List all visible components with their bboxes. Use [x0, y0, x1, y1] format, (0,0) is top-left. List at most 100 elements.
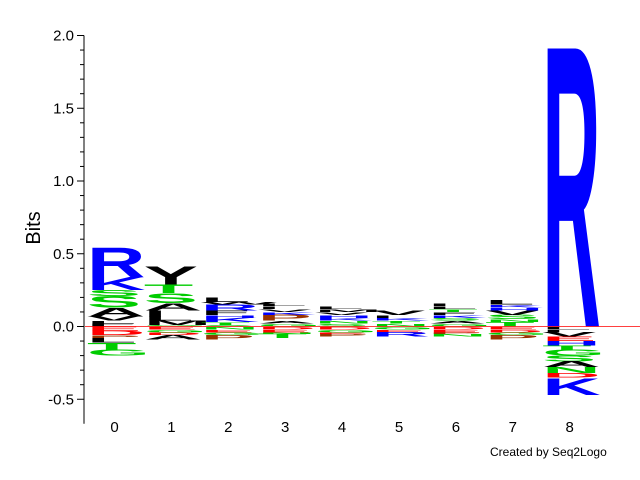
logo-letter-k: K	[258, 311, 316, 316]
logo-letter-i: I	[372, 314, 394, 319]
logo-letter-t: T	[258, 333, 307, 340]
logo-letter-g: G	[201, 332, 264, 337]
logo-letter-w: W	[201, 301, 277, 306]
logo-letter-a: A	[87, 306, 145, 319]
logo-letter-v: V	[372, 309, 426, 316]
logo-letter-p: P	[485, 334, 539, 341]
logo-letter-g: G	[485, 332, 548, 337]
logo-letter-h: H	[315, 314, 373, 319]
logo-letter-l: L	[201, 296, 250, 303]
x-tick-label: 3	[281, 419, 289, 436]
logo-letter-s: S	[87, 289, 141, 298]
y-tick-label: 1.5	[53, 100, 74, 117]
logo-letter-g: G	[144, 329, 207, 334]
logo-letter-g: G	[372, 326, 435, 331]
logo-letter-k: K	[372, 317, 430, 322]
logo-letter-n: N	[258, 332, 316, 334]
logo-letter-f: F	[428, 311, 477, 316]
logo-letter-v: V	[315, 311, 369, 316]
x-tick-label: 0	[110, 419, 118, 436]
logo-letter-g: G	[87, 348, 150, 357]
logo-letter-f: F	[87, 323, 136, 325]
logo-letter-s: S	[542, 354, 596, 363]
logo-letter-d: D	[485, 329, 543, 334]
logo-letter-a: A	[144, 334, 202, 341]
logo-letter-h: H	[485, 307, 543, 312]
logo-letter-t: T	[485, 321, 534, 328]
logo-letter-l: L	[258, 303, 307, 308]
logo-letter-v: V	[87, 315, 141, 322]
y-axis-title: Bits	[23, 211, 45, 244]
logo-letter-n: N	[428, 333, 486, 338]
logo-letter-a: A	[542, 360, 600, 369]
logo-letter-p: P	[428, 332, 482, 334]
logo-letter-e: E	[372, 329, 426, 334]
logo-letters: IFLVASSKREDPLTGGMLIASTYEGDASTKHFRWLNEGPG…	[87, 0, 605, 412]
logo-letter-g: G	[428, 323, 491, 328]
logo-letter-s: S	[428, 317, 482, 322]
logo-letter-n: N	[485, 319, 543, 324]
logo-letter-t: T	[144, 282, 193, 295]
logo-letter-a: A	[258, 320, 316, 325]
logo-letter-e: E	[542, 336, 596, 343]
logo-letter-e: E	[87, 325, 141, 332]
logo-letter-g: G	[144, 325, 207, 327]
logo-letter-r: R	[372, 331, 430, 338]
credit-text: Created by Seq2Logo	[490, 445, 607, 459]
logo-letter-r: R	[542, 0, 600, 412]
logo-letter-p: P	[87, 335, 141, 340]
logo-letter-k: K	[428, 314, 486, 319]
x-tick-label: 2	[224, 419, 232, 436]
logo-letter-e: E	[201, 329, 255, 334]
logo-letter-a: A	[144, 302, 202, 313]
logo-letter-l: L	[542, 326, 591, 331]
logo-letter-d: D	[87, 330, 145, 337]
logo-letter-t: T	[372, 320, 421, 325]
logo-letter-p: P	[258, 314, 312, 323]
logo-letter-i: I	[144, 309, 166, 318]
x-tick-label: 5	[395, 419, 403, 436]
y-axis: 2.0 1.5 1.0 0.5 0.0 -0.5	[48, 28, 85, 424]
logo-letter-a: A	[428, 320, 486, 325]
logo-letter-i: I	[428, 303, 450, 308]
logo-letter-h: H	[542, 340, 600, 347]
logo-letter-l: L	[87, 337, 136, 344]
logo-letter-k: K	[485, 304, 543, 309]
logo-letter-s: S	[201, 325, 255, 327]
logo-letter-v: V	[258, 308, 312, 313]
logo-letter-f: F	[201, 309, 250, 316]
logo-letter-y: Y	[144, 261, 198, 290]
logo-letter-p: P	[201, 334, 255, 341]
logo-letter-n: N	[542, 366, 600, 375]
logo-letter-n: N	[201, 326, 259, 331]
logo-letter-e: E	[315, 332, 369, 334]
logo-letter-l: L	[144, 315, 193, 322]
logo-letter-n: N	[315, 320, 373, 325]
x-tick-label: 7	[509, 419, 517, 436]
logo-letter-m: M	[144, 320, 211, 327]
logo-letter-t: T	[87, 341, 136, 352]
logo-letter-i: I	[258, 305, 280, 310]
logo-letter-e: E	[428, 329, 482, 334]
logo-letter-g: G	[315, 329, 378, 334]
logo-letter-d: D	[258, 326, 316, 331]
logo-letter-h: H	[201, 314, 259, 319]
logo-letter-e: E	[258, 329, 312, 334]
logo-letter-t: T	[542, 344, 591, 351]
logo-letter-d: D	[144, 332, 202, 337]
x-tick-label: 8	[566, 419, 574, 436]
logo-letter-r: R	[87, 239, 145, 286]
logo-letter-i: I	[87, 325, 109, 327]
logo-letter-l: L	[428, 305, 477, 310]
logo-letter-r: R	[201, 303, 259, 312]
logo-letter-l: L	[315, 305, 364, 310]
x-axis-labels: 0 1 2 3 4 5 6 7 8	[110, 419, 574, 436]
logo-letter-v: V	[485, 309, 539, 316]
x-tick-label: 6	[452, 419, 460, 436]
logo-letter-s: S	[485, 314, 539, 321]
y-tick-label: 0.0	[53, 319, 74, 336]
y-tick-label: -0.5	[48, 391, 74, 408]
y-tick-label: 2.0	[53, 28, 74, 45]
logo-letter-s: S	[315, 323, 369, 328]
